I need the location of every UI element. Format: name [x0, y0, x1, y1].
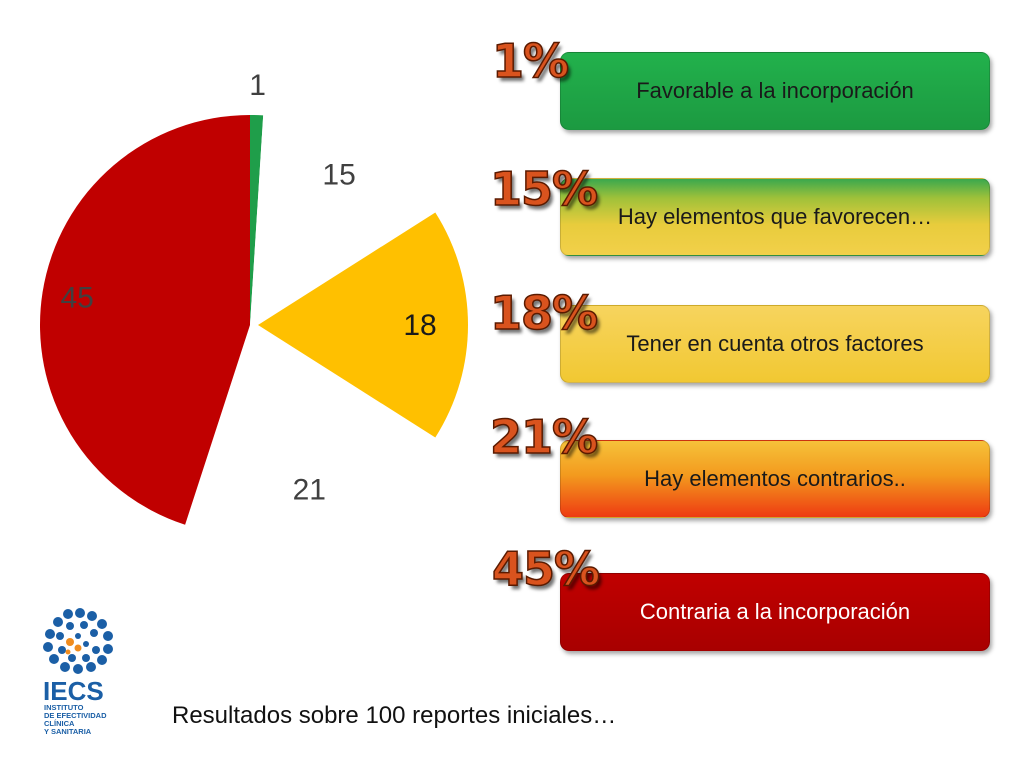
iecs-logo-icon [43, 608, 113, 674]
results-caption: Resultados sobre 100 reportes iniciales… [172, 702, 617, 729]
pie-slice [258, 212, 468, 438]
percent-label: 18% [489, 286, 599, 340]
percent-label: 1% [491, 34, 570, 88]
legend-label: Hay elementos contrarios.. [644, 466, 906, 491]
pie-slice [40, 115, 251, 525]
pie-slice [250, 115, 264, 325]
logo-subtitle: INSTITUTO DE EFECTIVIDAD CLÍNICA Y SANIT… [44, 703, 107, 736]
pie-slice [250, 115, 428, 325]
slice-value-label: 18 [403, 309, 436, 342]
legend-box-favorable: Favorable a la incorporación [560, 52, 990, 130]
percent-label: 45% [491, 542, 601, 596]
pie-chart: 1 15 18 21 45 [40, 69, 468, 535]
legend-label: Favorable a la incorporación [636, 78, 914, 103]
pie-slice [185, 325, 428, 535]
legend-label: Tener en cuenta otros factores [626, 331, 924, 356]
slice-value-label: 21 [293, 474, 326, 507]
percent-label: 15% [489, 162, 599, 216]
legend-box-favorecen: Hay elementos que favorecen… [560, 178, 990, 256]
percent-label: 21% [489, 410, 599, 464]
slice-value-label: 45 [60, 282, 93, 315]
legend-box-contrarios: Hay elementos contrarios.. [560, 440, 990, 518]
legend-box-contraria: Contraria a la incorporación [560, 573, 990, 651]
legend-label: Contraria a la incorporación [639, 599, 911, 624]
slice-value-label: 15 [322, 158, 355, 191]
slice-value-label: 1 [249, 69, 266, 102]
legend-label: Hay elementos que favorecen… [617, 204, 933, 229]
legend-box-otros-factores: Tener en cuenta otros factores [560, 305, 990, 383]
logo-name: IECS [43, 676, 104, 706]
